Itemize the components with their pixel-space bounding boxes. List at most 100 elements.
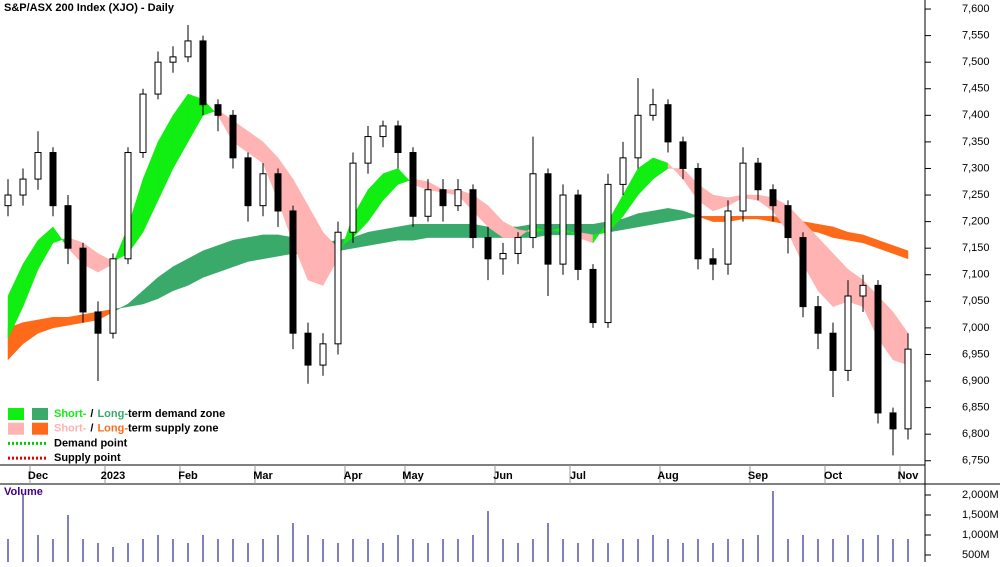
zone-band (217, 239, 234, 273)
zone-band (397, 223, 414, 241)
candle-body (124, 152, 132, 260)
candle-body (274, 173, 282, 212)
zone-band (682, 210, 699, 220)
candle-body (529, 173, 537, 239)
volume-bar (592, 539, 594, 562)
y-tick-label: 7,450 (962, 83, 990, 95)
candle-body (739, 162, 747, 212)
legend-text: Short- (54, 423, 87, 435)
candle-body (709, 258, 717, 265)
candle-body (214, 104, 222, 116)
volume-bar (37, 535, 39, 562)
volume-bar (187, 543, 189, 562)
legend-text: / (90, 408, 93, 420)
candle-body (874, 284, 882, 414)
chart-title: S&P/ASX 200 Index (XJO) - Daily (4, 2, 175, 14)
legend-label: Short- / Long-term demand zone (54, 408, 225, 420)
candle-body (679, 141, 687, 169)
volume-bar (547, 523, 549, 562)
volume-bar (412, 539, 414, 562)
y-tick-label: 7,250 (962, 189, 990, 201)
volume-bar (82, 539, 84, 562)
legend-text: term supply zone (128, 423, 218, 435)
zone-band (262, 234, 279, 260)
zone-band (892, 245, 909, 260)
candle-body (4, 194, 12, 207)
candle-body (229, 114, 237, 159)
candle-body (94, 311, 102, 334)
plot: 6,750 6,800 6,850 6,900 6,950 7,000 7,050 7,100… (4, 3, 999, 562)
candle-body (454, 189, 462, 207)
candle-body (79, 247, 87, 313)
volume-bar (367, 539, 369, 562)
zone-band (202, 245, 219, 278)
y-tick-label: 7,150 (962, 242, 990, 254)
candle-body (694, 167, 702, 260)
volume-bar (712, 543, 714, 562)
volume-bar (97, 543, 99, 562)
candle-body (334, 231, 342, 345)
candle-body (379, 125, 387, 138)
volume-bar (472, 535, 474, 562)
candle-body (349, 162, 357, 233)
y-tick-label: 6,950 (962, 348, 990, 360)
candle-body (559, 194, 567, 265)
legend-text: term demand zone (128, 408, 225, 420)
legend-swatch (8, 408, 24, 420)
x-tick-label: Aug (657, 470, 678, 482)
legend-label: Short- / Long-term supply zone (54, 423, 218, 435)
zone-band (427, 224, 444, 238)
candle-body (649, 104, 657, 116)
legend-text: Long- (97, 423, 128, 435)
volume-bar (247, 543, 249, 562)
candle-body (64, 205, 72, 249)
candle-body (484, 237, 492, 260)
y-tick-label: 7,000 (962, 322, 990, 334)
volume-bar (877, 535, 879, 562)
volume-bar (907, 539, 909, 562)
x-tick-label: Feb (178, 470, 198, 482)
legend-label: Demand point (54, 437, 128, 449)
volume-bar (862, 539, 864, 562)
candle-body (859, 284, 867, 297)
volume-bar (517, 543, 519, 562)
zone-band (247, 234, 264, 262)
zone-band (412, 224, 429, 241)
y-tick-label: 2,000M (962, 489, 999, 501)
x-tick-label: Nov (898, 470, 920, 482)
candle-body (34, 152, 42, 180)
volume-bar (487, 511, 489, 562)
volume-bar (727, 539, 729, 562)
volume-bar (667, 539, 669, 562)
volume-bar (22, 495, 24, 562)
volume-bar (262, 539, 264, 562)
candle-body (769, 189, 777, 207)
zone-band (652, 208, 669, 225)
volume-bar (52, 539, 54, 562)
candle-body (139, 93, 147, 154)
candle-body (19, 178, 27, 196)
candle-body (889, 412, 897, 430)
candle-body (904, 348, 912, 430)
candle-body (799, 237, 807, 308)
zone-band (637, 210, 654, 228)
volume-bar (292, 523, 294, 562)
volume-bar (337, 543, 339, 562)
volume-bar (172, 539, 174, 562)
x-tick-label: Sep (748, 470, 768, 482)
volume-bar (112, 547, 114, 562)
legend-text: / (90, 423, 93, 435)
y-tick-label: 7,400 (962, 109, 990, 121)
volume-bar (652, 535, 654, 562)
volume-bar (622, 539, 624, 562)
y-tick-label: 7,500 (962, 56, 990, 68)
candle-body (199, 40, 207, 106)
candle-body (259, 173, 267, 207)
y-tick-label: 6,850 (962, 402, 990, 414)
volume-bar (832, 539, 834, 562)
volume-bar (502, 539, 504, 562)
candle-body (319, 343, 327, 366)
volume-bar (7, 539, 9, 562)
volume-bar (427, 543, 429, 562)
